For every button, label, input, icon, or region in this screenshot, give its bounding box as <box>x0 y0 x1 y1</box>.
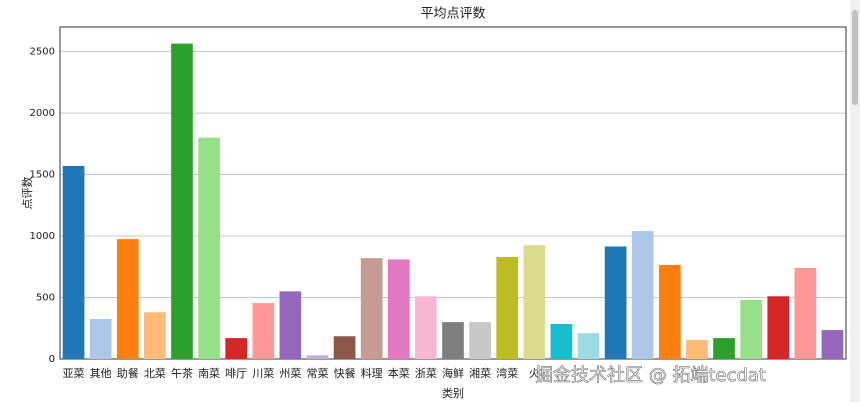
bar <box>333 336 356 359</box>
bar <box>252 303 275 359</box>
bar <box>631 231 654 359</box>
bar <box>89 319 112 359</box>
x-tick-label: 湘菜 <box>469 366 491 380</box>
bar <box>62 165 85 359</box>
y-tick-label: 2000 <box>30 108 55 119</box>
watermark: 掘金技术社区 @ 拓端tecdat <box>535 365 766 386</box>
bar <box>740 299 762 359</box>
y-tick-label: 1000 <box>30 231 55 242</box>
x-tick-label: 其他 <box>90 367 112 380</box>
x-tick-label: 亚菜 <box>63 367 85 380</box>
x-tick-label: 助餐 <box>117 366 139 380</box>
x-tick-label: 北菜 <box>144 367 166 380</box>
bar <box>794 268 817 359</box>
x-tick-label: 川菜 <box>252 367 274 380</box>
bar <box>604 246 627 359</box>
bar <box>144 312 166 359</box>
y-tick-label: 500 <box>36 293 55 304</box>
bar <box>387 259 410 359</box>
x-tick-label: 料理 <box>361 366 383 380</box>
bar <box>442 322 464 359</box>
bar <box>116 239 139 359</box>
scrollbar[interactable] <box>850 0 860 402</box>
x-tick-label: 火 <box>529 367 540 380</box>
bar <box>550 323 573 359</box>
x-tick-label: 快餐 <box>334 366 356 380</box>
chart-title: 平均点评数 <box>420 7 485 22</box>
bar <box>523 245 546 359</box>
x-tick-label: 南菜 <box>198 367 220 380</box>
y-tick-label: 2500 <box>30 47 55 58</box>
x-tick-label: 午茶 <box>171 367 193 380</box>
y-axis-label: 点评数 <box>21 177 34 210</box>
scrollbar-thumb[interactable] <box>852 10 858 105</box>
x-tick-label: 本菜 <box>388 366 410 380</box>
x-tick-label: 常菜 <box>306 367 328 380</box>
x-tick-label: 湾菜 <box>496 366 518 380</box>
bar <box>225 338 248 359</box>
bar <box>713 338 735 359</box>
x-tick-label: 浙菜 <box>415 367 437 380</box>
bar <box>198 137 220 359</box>
bar <box>496 256 519 359</box>
x-tick-label: 海鲜 <box>442 366 464 380</box>
x-axis-label: 类别 <box>442 386 464 400</box>
bar <box>577 333 600 359</box>
bar <box>767 296 790 359</box>
bar <box>171 43 193 359</box>
y-tick-label: 1500 <box>30 170 55 181</box>
bar <box>360 258 383 359</box>
bar <box>821 330 844 359</box>
bar <box>306 355 329 359</box>
bar <box>686 339 708 359</box>
bar <box>415 296 437 359</box>
bar <box>469 322 491 359</box>
x-tick-label: 啡厅 <box>225 367 247 380</box>
bar <box>279 291 302 359</box>
y-tick-label: 0 <box>49 354 55 365</box>
bar <box>658 264 681 359</box>
x-tick-label: 州菜 <box>279 367 301 380</box>
